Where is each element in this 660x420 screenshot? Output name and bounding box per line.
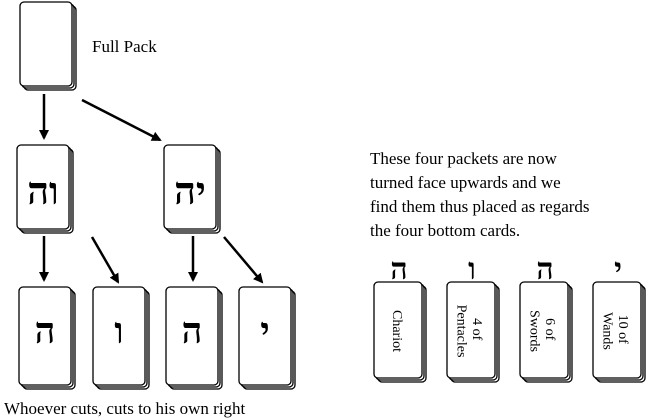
result-card-2-letter: ו [468,252,476,287]
description-line-1: These four packets are now [370,149,558,168]
result-card-2-line-2: Pentacles [454,305,469,358]
result-card-4: י 10 of Wands [592,252,646,383]
description-text: These four packets are now turned face u… [370,149,590,240]
bottom-pack-1: ה [18,286,76,390]
bottom-pack-1-letter: ה [35,310,56,352]
svg-text:6 of Swords: 6 of Swords [527,310,557,352]
split-pack-right-letters: יה [174,168,206,213]
result-card-2-line-1: 4 of [469,318,484,341]
bottom-pack-2-letter: ו [114,310,123,352]
result-card-3-line-2: Swords [527,310,542,352]
arrow-full-to-right [81,98,162,142]
svg-text:Chariot: Chariot [389,310,404,352]
result-card-3: ה 6 of Swords [519,252,573,383]
description-line-2: turned face upwards and we [370,173,561,192]
result-card-3-letter: ה [536,252,553,287]
result-card-4-letter: י [614,252,622,287]
cut-note: Whoever cuts, cuts to his own right [4,399,246,418]
arrow-left-to-pack-2 [90,236,120,284]
result-card-4-line-1: 10 of [615,315,630,345]
svg-text:10 of Wands: 10 of Wands [600,312,630,350]
bottom-pack-3-letter: ה [182,310,203,352]
result-card-1-letter: ה [390,252,407,287]
svg-text:4 of Pentacles: 4 of Pentacles [454,305,484,358]
split-pack-left: וה [16,144,74,234]
result-card-3-line-1: 6 of [542,318,557,341]
bottom-pack-3: ה [165,286,223,390]
split-pack-left-letters: וה [27,168,59,213]
description-line-4: the four bottom cards. [370,221,520,240]
result-card-4-line-2: Wands [600,312,615,350]
bottom-pack-4-letter: י [260,310,269,352]
bottom-pack-4: י [238,286,296,390]
result-card-2: ו 4 of Pentacles [446,252,500,383]
bottom-pack-2: ו [92,286,150,390]
result-card-1-line-1: Chariot [389,310,404,352]
arrow-right-to-pack-4 [223,236,264,284]
split-pack-right: יה [163,144,221,234]
full-pack-label: Full Pack [92,37,157,56]
description-line-3: find them thus placed as regards [370,197,590,216]
result-card-1: ה Chariot [373,252,427,383]
full-pack [19,1,77,91]
